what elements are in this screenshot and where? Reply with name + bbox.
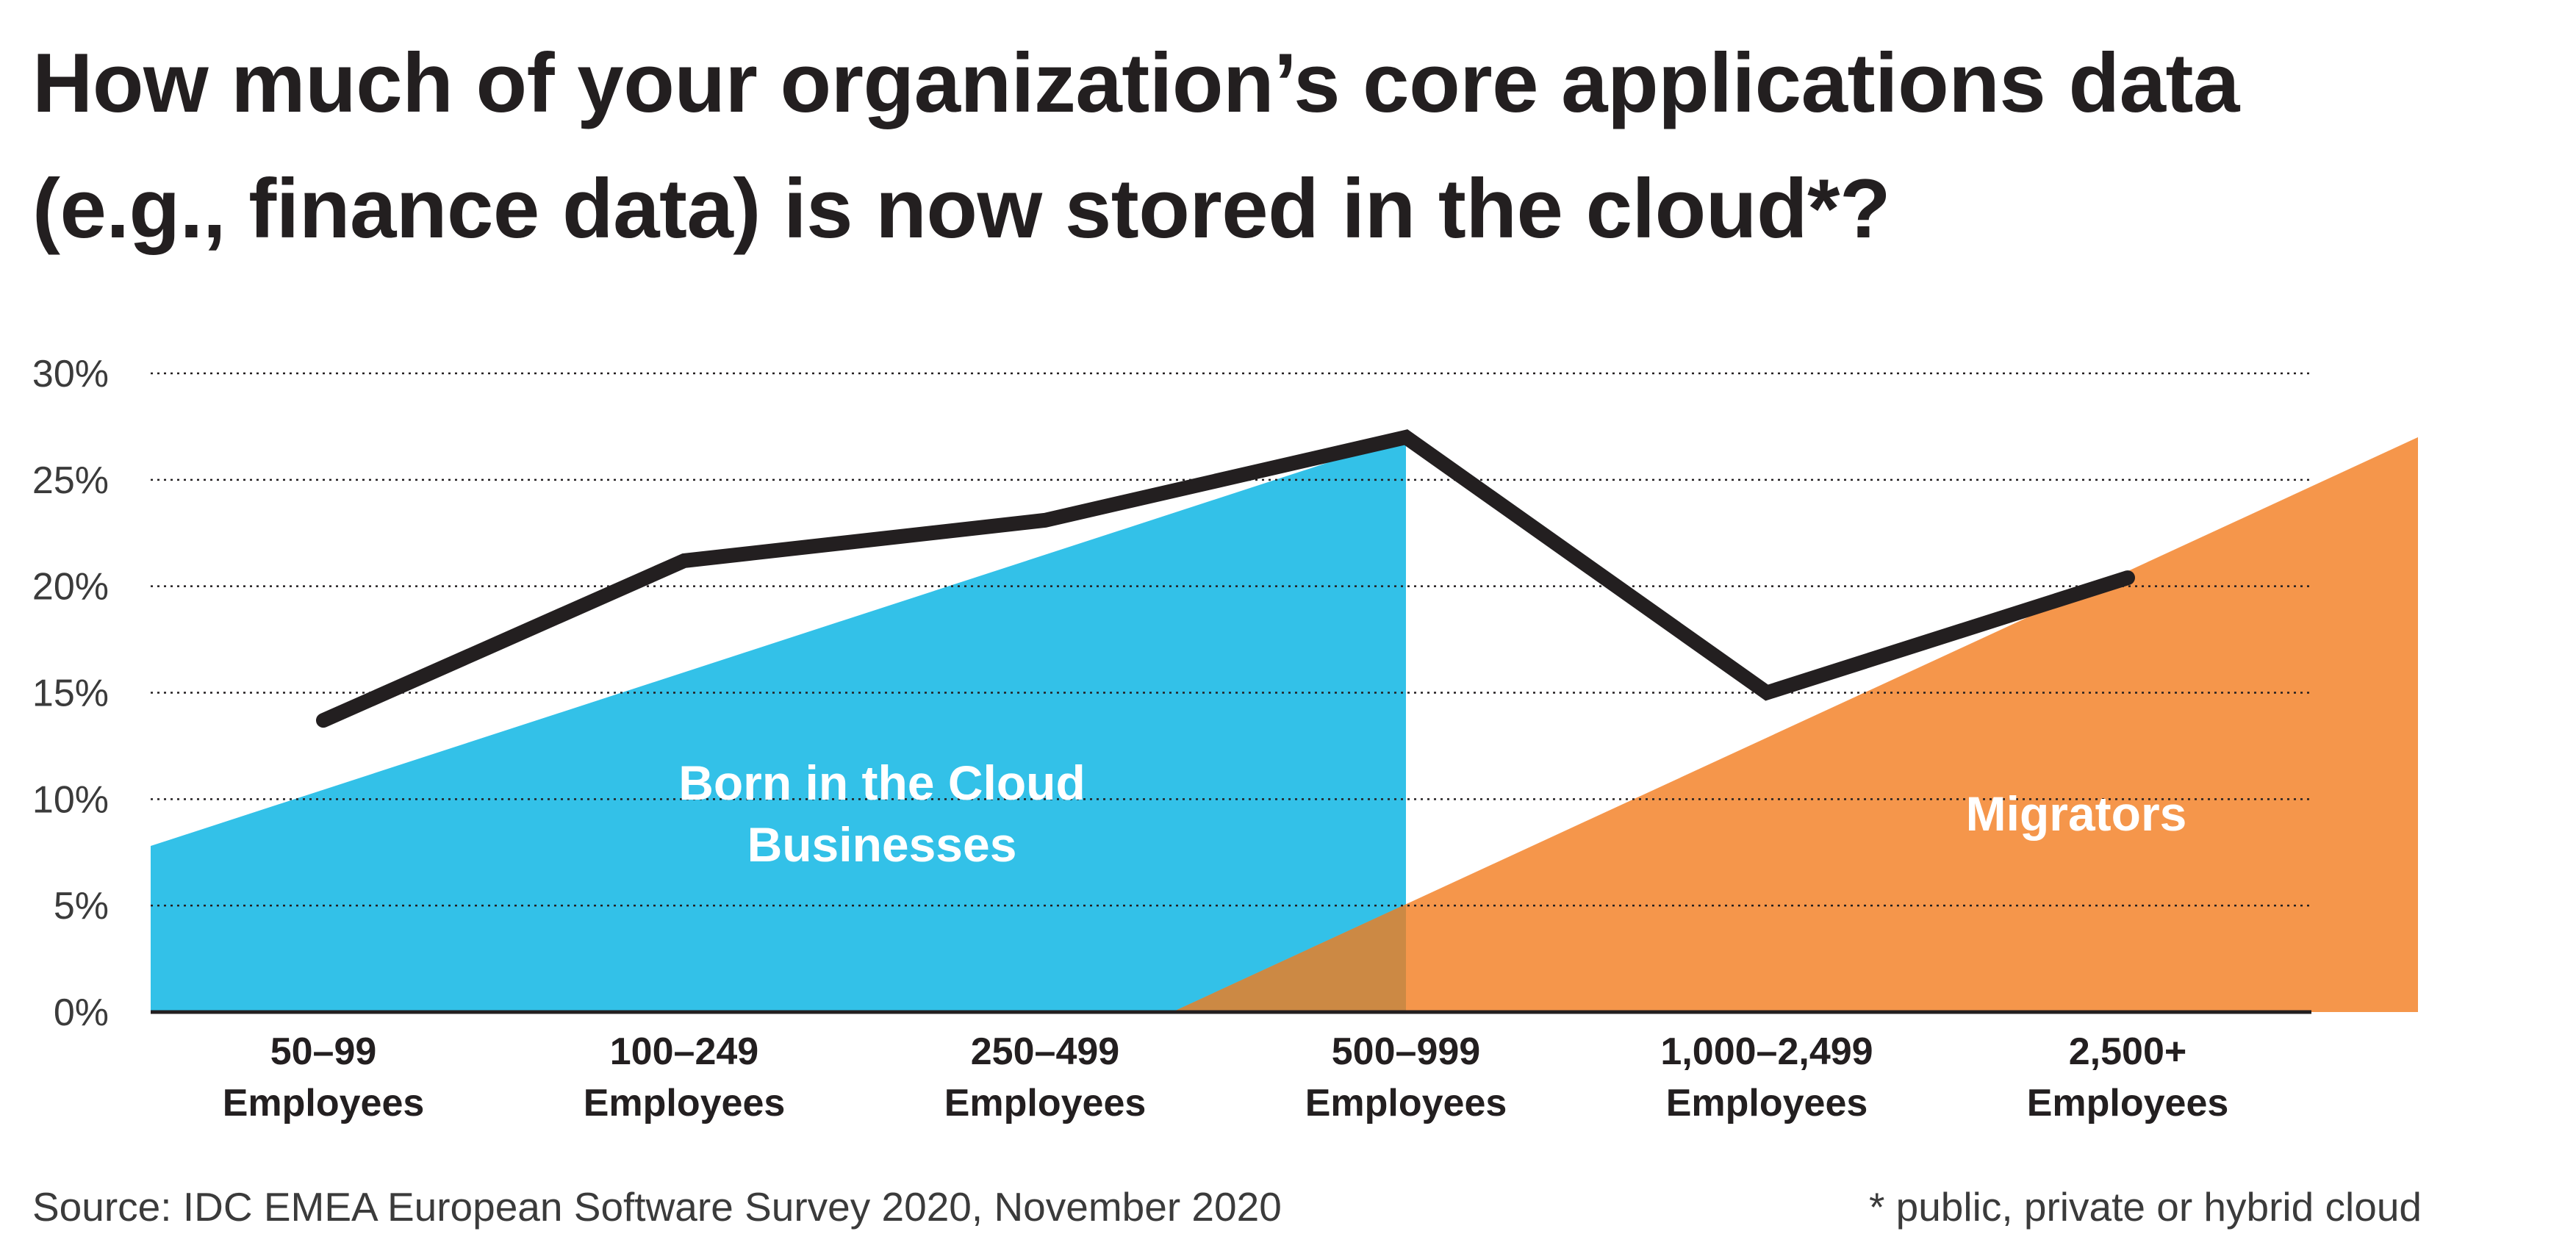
chart-title-line-1: How much of your organization’s core app… [32,37,2239,130]
area-overlap [1172,904,1406,1012]
y-tick-label: 30% [32,353,109,395]
x-tick-label: 50–99 Employees [223,1030,425,1124]
x-tick-label: 100–249 Employees [584,1030,786,1124]
x-tick-label: 500–999 Employees [1305,1030,1507,1124]
series-line [316,429,2135,728]
data-point [323,720,324,721]
area-label-born-in-the-cloud: Born in the Cloud Businesses [678,756,1086,872]
chart-title: How much of your organization’s core app… [32,21,2531,272]
data-point [1044,520,1046,521]
chart-title-line-2: (e.g., finance data) is now stored in th… [32,162,1891,256]
y-tick-label: 15% [32,672,109,715]
area-labels: Born in the Cloud Businesses Migrators [678,756,2186,872]
source-note: Source: IDC EMEA European Software Surve… [32,1184,1282,1230]
data-point [2127,577,2128,578]
background-areas [151,437,2418,1012]
footnote: * public, private or hybrid cloud [1868,1184,2422,1230]
y-axis-ticks: 0% 5% 10% 15% 20% 25% 30% [32,353,109,1034]
x-tick-label: 2,500+ Employees [2027,1030,2229,1124]
y-tick-label: 20% [32,566,109,609]
x-axis-ticks: 50–99 Employees 100–249 Employees 250–499 Emp… [223,1030,2229,1124]
x-tick-label: 1,000–2,499 Employees [1660,1030,1873,1124]
area-label-migrators: Migrators [1966,786,2187,841]
data-point [1766,692,1768,694]
y-tick-label: 10% [32,778,109,821]
data-point [1405,437,1407,438]
area-born-in-the-cloud [151,437,1406,1012]
y-tick-label: 0% [54,991,109,1034]
y-tick-label: 5% [54,885,109,928]
y-tick-label: 25% [32,459,109,502]
series-line-path [316,429,2135,728]
data-point [684,560,685,562]
x-tick-label: 250–499 Employees [944,1030,1147,1124]
